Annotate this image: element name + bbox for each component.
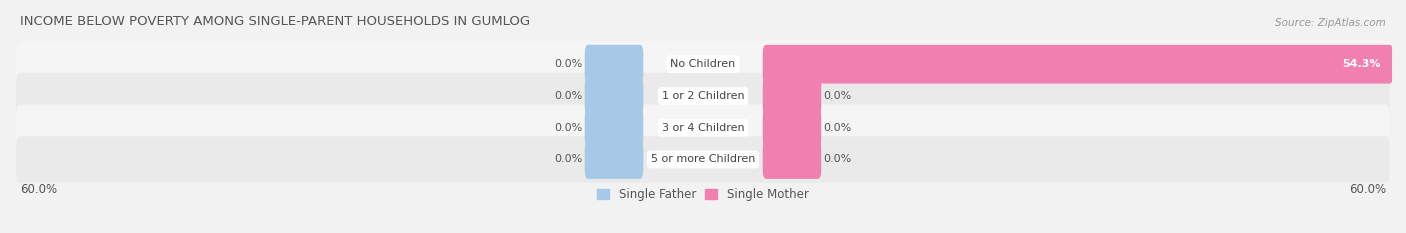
FancyBboxPatch shape bbox=[762, 140, 821, 179]
Text: 3 or 4 Children: 3 or 4 Children bbox=[662, 123, 744, 133]
Text: 0.0%: 0.0% bbox=[554, 123, 582, 133]
FancyBboxPatch shape bbox=[585, 108, 644, 147]
FancyBboxPatch shape bbox=[17, 41, 1389, 87]
FancyBboxPatch shape bbox=[585, 140, 644, 179]
FancyBboxPatch shape bbox=[762, 108, 821, 147]
Text: 1 or 2 Children: 1 or 2 Children bbox=[662, 91, 744, 101]
FancyBboxPatch shape bbox=[762, 45, 1393, 84]
FancyBboxPatch shape bbox=[762, 77, 821, 115]
FancyBboxPatch shape bbox=[17, 105, 1389, 151]
Text: 60.0%: 60.0% bbox=[1350, 183, 1386, 196]
Text: 0.0%: 0.0% bbox=[554, 154, 582, 164]
FancyBboxPatch shape bbox=[585, 45, 644, 84]
Text: 54.3%: 54.3% bbox=[1341, 59, 1381, 69]
Text: 60.0%: 60.0% bbox=[20, 183, 56, 196]
Text: 5 or more Children: 5 or more Children bbox=[651, 154, 755, 164]
FancyBboxPatch shape bbox=[17, 73, 1389, 119]
Legend: Single Father, Single Mother: Single Father, Single Mother bbox=[598, 188, 808, 201]
FancyBboxPatch shape bbox=[585, 77, 644, 115]
Text: 0.0%: 0.0% bbox=[824, 123, 852, 133]
Text: 0.0%: 0.0% bbox=[554, 59, 582, 69]
FancyBboxPatch shape bbox=[17, 136, 1389, 183]
Text: Source: ZipAtlas.com: Source: ZipAtlas.com bbox=[1275, 18, 1386, 28]
Text: INCOME BELOW POVERTY AMONG SINGLE-PARENT HOUSEHOLDS IN GUMLOG: INCOME BELOW POVERTY AMONG SINGLE-PARENT… bbox=[20, 15, 530, 28]
Text: 0.0%: 0.0% bbox=[824, 91, 852, 101]
Text: 0.0%: 0.0% bbox=[824, 154, 852, 164]
Text: No Children: No Children bbox=[671, 59, 735, 69]
Text: 0.0%: 0.0% bbox=[554, 91, 582, 101]
